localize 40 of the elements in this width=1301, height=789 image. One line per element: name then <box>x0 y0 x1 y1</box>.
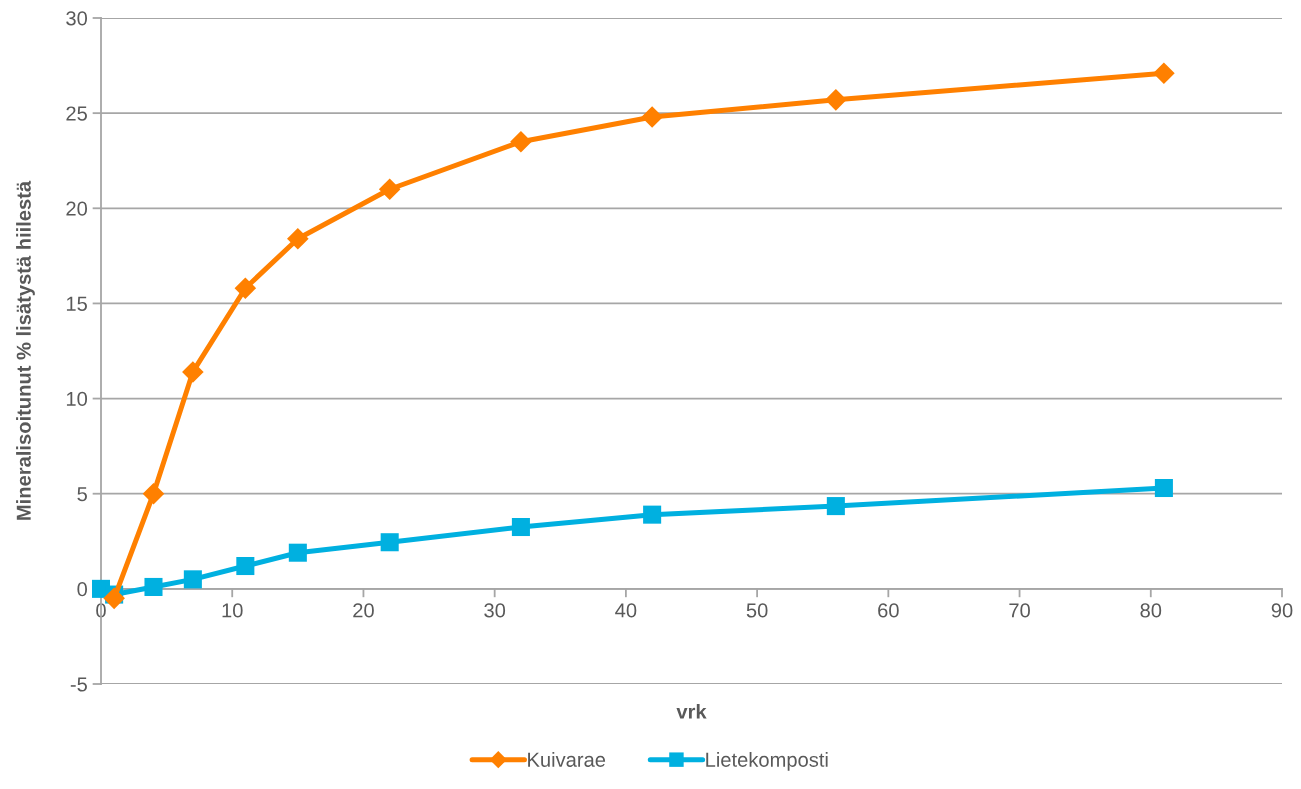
point <box>511 517 530 537</box>
point <box>288 543 307 562</box>
point <box>510 130 532 153</box>
y-tick-label: 15 <box>66 296 87 311</box>
x-tick-label: 90 <box>1271 603 1293 618</box>
point <box>380 533 399 552</box>
x-axis-title: vrk <box>676 703 707 719</box>
y-tick-label: -5 <box>70 677 87 692</box>
x-tick-label: 20 <box>353 603 374 618</box>
x-tick-label: 10 <box>222 603 243 618</box>
x-tick-label: 70 <box>1009 603 1030 618</box>
point <box>182 361 204 383</box>
point <box>825 89 847 111</box>
x-tick-label: 50 <box>746 603 768 618</box>
legend-label: Kuivarae <box>528 752 606 767</box>
point <box>641 106 663 128</box>
y-tick-label: 30 <box>66 11 88 26</box>
point <box>142 482 165 505</box>
point <box>643 505 662 524</box>
x-tick-label: 40 <box>615 603 637 618</box>
point <box>236 556 255 576</box>
point <box>1153 62 1175 84</box>
x-tick-label: 0 <box>96 603 106 618</box>
point <box>1154 478 1173 498</box>
y-tick-label: 25 <box>66 106 87 121</box>
y-tick-label: 5 <box>77 487 87 502</box>
point <box>234 277 257 300</box>
x-tick-label: 80 <box>1140 603 1162 618</box>
y-axis-title: Mineralisoitunut % lisätystä hiilestä <box>16 180 35 520</box>
x-tick-label: 30 <box>484 603 506 618</box>
point <box>287 227 309 250</box>
legend-label: Lietekomposti <box>706 752 828 771</box>
point <box>378 178 401 201</box>
point <box>144 577 163 596</box>
y-tick-label: 20 <box>66 201 88 216</box>
y-tick-label: 10 <box>66 391 88 407</box>
x-tick-label: 60 <box>878 603 899 618</box>
y-tick-label: 0 <box>77 582 88 597</box>
point <box>183 570 202 589</box>
point <box>826 497 845 516</box>
